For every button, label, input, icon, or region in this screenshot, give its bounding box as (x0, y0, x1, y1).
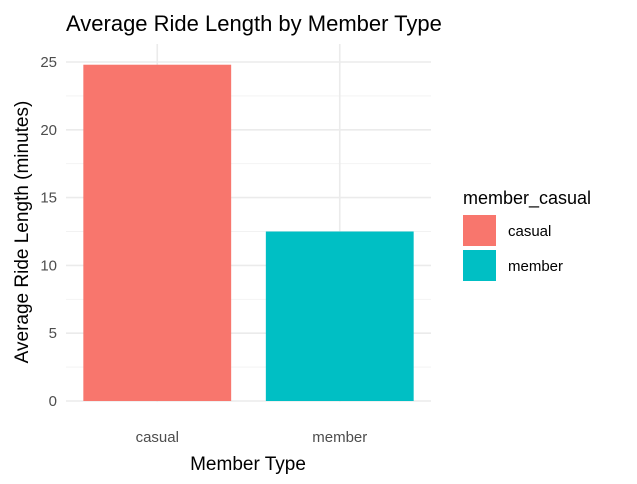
bars (83, 64, 414, 401)
legend-label-member: member (508, 258, 563, 275)
y-tick-label: 25 (40, 54, 57, 71)
x-axis-ticks: casual member (136, 429, 368, 446)
y-axis-title: Average Ride Length (minutes) (12, 101, 33, 364)
y-tick-label: 5 (49, 325, 57, 342)
y-tick-label: 10 (40, 257, 57, 274)
legend-key-member (463, 250, 496, 281)
y-axis-ticks: 0 5 10 15 20 25 (40, 54, 57, 410)
bar-member (265, 231, 414, 401)
x-axis-title: Member Type (190, 454, 306, 475)
bar-casual (83, 64, 232, 401)
x-tick-label: member (312, 429, 367, 446)
legend-title: member_casual (463, 188, 591, 209)
y-tick-label: 20 (40, 122, 57, 139)
legend-key-casual (463, 215, 496, 246)
x-tick-label: casual (136, 429, 179, 446)
y-tick-label: 15 (40, 190, 57, 207)
chart-title: Average Ride Length by Member Type (66, 11, 442, 36)
legend: member_casual casual member (463, 188, 591, 281)
y-tick-label: 0 (49, 393, 57, 410)
legend-label-casual: casual (508, 223, 551, 240)
